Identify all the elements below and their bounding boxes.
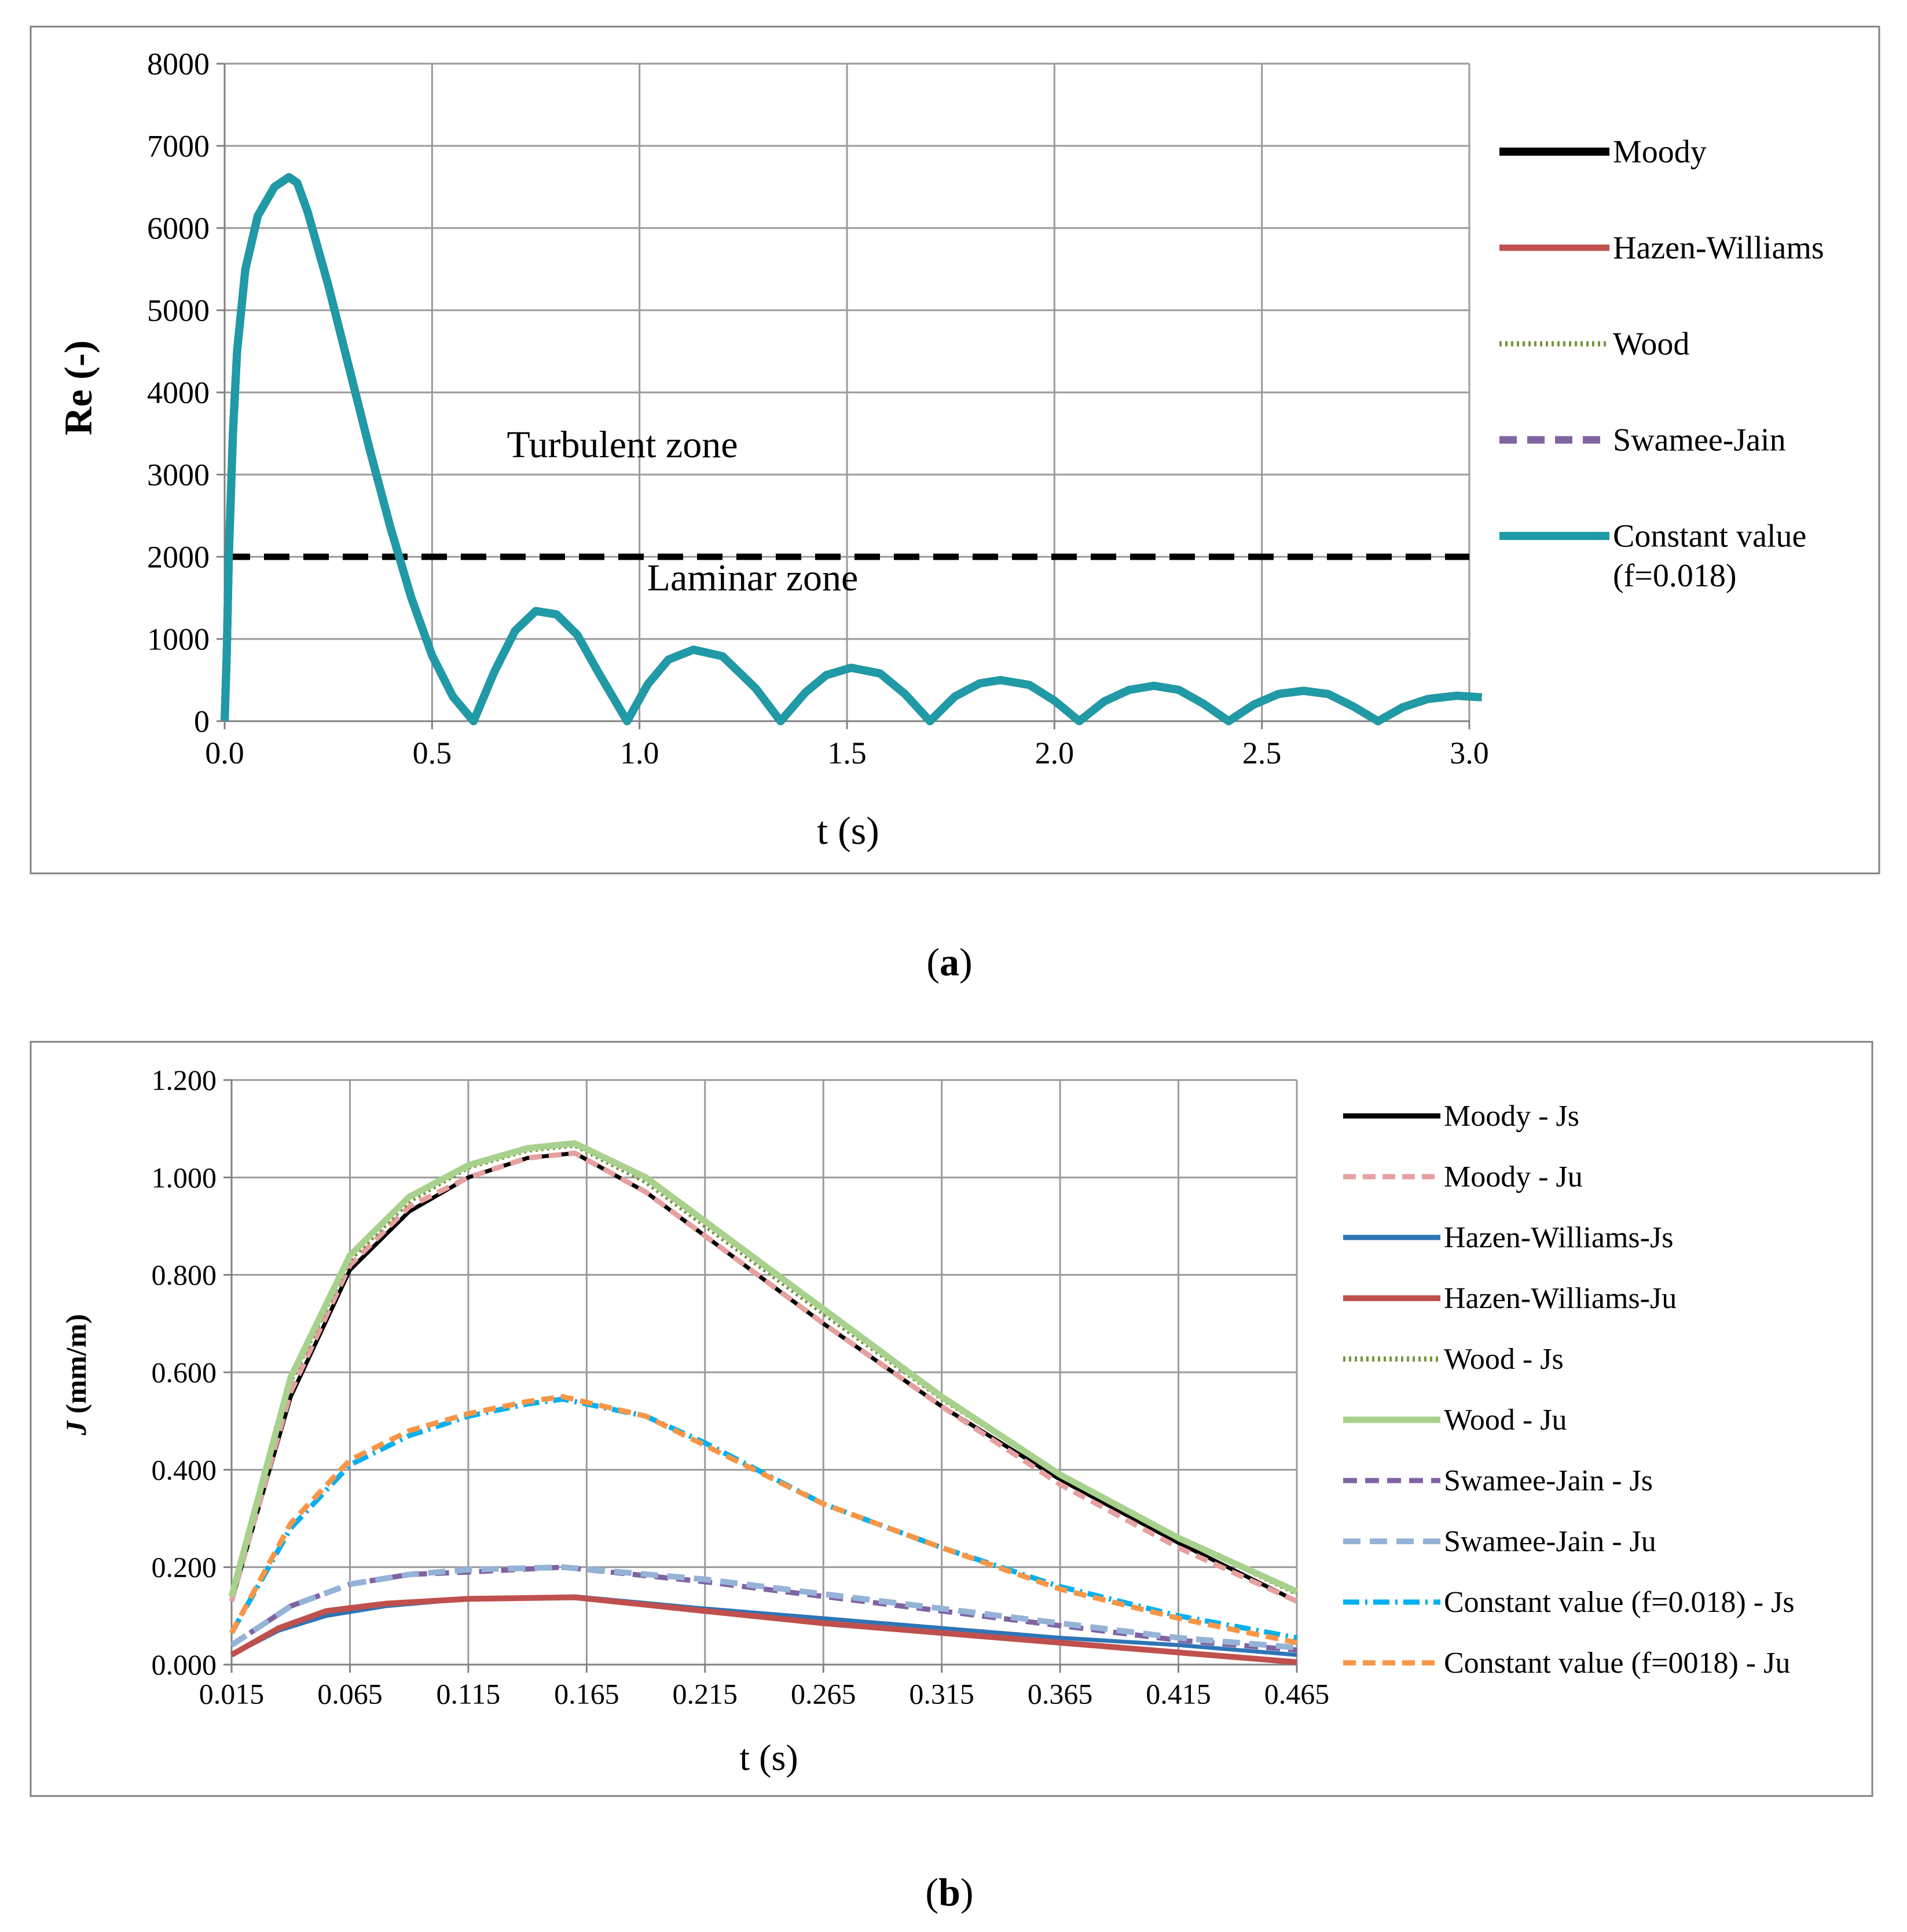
y-tick-label: 1.200: [152, 1064, 217, 1096]
series-line-swamee-jain-ju: [230, 1564, 1297, 1651]
series-line-constant-value-f-0018-ju: [229, 1394, 1297, 1645]
legend-label-swamee-jain-ju: Swamee-Jain - Ju: [1444, 1525, 1656, 1558]
panel-a-x-tick-labels: 0.0 0.5 1.0 1.5 2.0 2.5 3.0: [205, 721, 1489, 770]
legend-label-constant-value-f-0-018-js: Constant value (f=0.018) - Js: [1444, 1586, 1795, 1619]
x-tick-label: 0.0: [205, 736, 244, 770]
y-tick-label: 1000: [147, 622, 210, 656]
legend-label-moody-ju: Moody - Ju: [1444, 1160, 1583, 1193]
legend-label-constant-value: Constant value: [1613, 518, 1806, 554]
x-tick-label: 0.465: [1264, 1678, 1330, 1710]
panel-b-caption: (b): [925, 1870, 973, 1914]
legend-label-wood-js: Wood - Js: [1444, 1343, 1564, 1376]
y-tick-label: 8000: [147, 46, 210, 81]
y-tick-label: 7000: [147, 128, 210, 163]
y-tick-label: 0.600: [152, 1356, 217, 1389]
x-tick-label: 2.0: [1035, 736, 1074, 770]
x-tick-label: 0.015: [199, 1678, 265, 1710]
legend-label-hazen-williams-ju: Hazen-Williams-Ju: [1444, 1282, 1677, 1315]
panel-b-x-tick-labels: 0.015 0.065 0.115 0.165 0.215 0.265 0.315 0.365…: [199, 1665, 1330, 1710]
legend-label-wood: Wood: [1613, 326, 1689, 362]
y-tick-label: 0.000: [152, 1648, 217, 1681]
panel-a-caption: (a): [926, 940, 972, 984]
legend-label-moody: Moody: [1613, 134, 1707, 170]
panel-a-frame: [30, 25, 1880, 875]
y-tick-label: 2000: [147, 539, 210, 574]
y-tick-label: 5000: [147, 293, 210, 328]
panel-a-annotation-turbulent: Turbulent zone: [507, 424, 738, 466]
panel-a-legend: Moody Hazen-Williams Wood Swamee-Jain Consta…: [1499, 134, 1824, 594]
panel-b-y-tick-labels: 0.000 0.200 0.400 0.600 0.800 1.000 1.200: [152, 1064, 232, 1681]
series-line-wood-ju: [228, 1140, 1299, 1597]
panel-b: 0.000 0.200 0.400 0.600 0.800 1.000 1.200 0.01…: [30, 1041, 1873, 1914]
panel-a-y-tick-labels: 0 1000 2000 3000 4000 5000 6000 7000 8000: [147, 46, 225, 739]
series-line-hazen-williams-ju: [230, 1594, 1297, 1665]
panel-b-x-label: t (s): [739, 1737, 798, 1778]
y-tick-label: 0.800: [152, 1259, 217, 1291]
panel-a-x-label: t (s): [817, 809, 879, 853]
series-line-moody-ju: [229, 1150, 1298, 1604]
x-tick-label: 2.5: [1242, 736, 1282, 770]
legend-label-wood-ju: Wood - Ju: [1444, 1404, 1567, 1437]
y-tick-label: 6000: [147, 211, 210, 245]
y-tick-label: 4000: [147, 375, 210, 410]
legend-label-hazen-williams-js: Hazen-Williams-Js: [1444, 1221, 1673, 1254]
x-tick-label: 0.315: [909, 1678, 974, 1710]
x-tick-label: 1.5: [827, 736, 867, 770]
x-tick-label: 0.365: [1028, 1678, 1093, 1710]
panel-a-annotation-laminar: Laminar zone: [647, 557, 859, 599]
x-tick-label: 3.0: [1450, 736, 1489, 770]
panel-b-y-label: J (mm/m): [60, 1314, 92, 1436]
x-tick-label: 0.165: [554, 1678, 619, 1710]
legend-label-swamee-jain: Swamee-Jain: [1613, 422, 1786, 458]
x-tick-label: 0.215: [673, 1678, 738, 1710]
x-tick-label: 0.115: [437, 1678, 501, 1710]
x-tick-label: 0.065: [317, 1678, 383, 1710]
x-tick-label: 0.265: [791, 1678, 856, 1710]
legend-label-hazen-williams: Hazen-Williams: [1613, 230, 1824, 266]
legend-label-moody-js: Moody - Js: [1444, 1100, 1579, 1133]
panel-a-y-label: Re (-): [56, 340, 100, 435]
legend-label-swamee-jain-js: Swamee-Jain - Js: [1444, 1464, 1653, 1497]
y-tick-label: 0.400: [152, 1453, 217, 1486]
x-tick-label: 1.0: [620, 736, 659, 770]
legend-label-constant-value-f-0018-ju: Constant value (f=0018) - Ju: [1444, 1647, 1790, 1680]
y-tick-label: 0.200: [152, 1551, 217, 1584]
panel-a-series-group: [221, 173, 1482, 725]
series-line-constant-value: [221, 173, 1482, 725]
panel-b-frame: [30, 1041, 1873, 1797]
legend-label-constant-value-line2: (f=0.018): [1613, 558, 1737, 594]
y-tick-label: 0: [194, 704, 210, 739]
panel-b-legend: Moody - Js Moody - Ju Hazen-Williams-Js Haz…: [1343, 1100, 1795, 1680]
y-tick-label: 3000: [147, 457, 210, 492]
panel-a: 0 1000 2000 3000 4000 5000 6000 7000 8000 0.0 0.5…: [30, 25, 1880, 984]
panel-b-series-group: [228, 1140, 1299, 1665]
y-tick-label: 1.000: [152, 1161, 217, 1193]
x-tick-label: 0.415: [1146, 1678, 1211, 1710]
x-tick-label: 0.5: [413, 736, 452, 770]
